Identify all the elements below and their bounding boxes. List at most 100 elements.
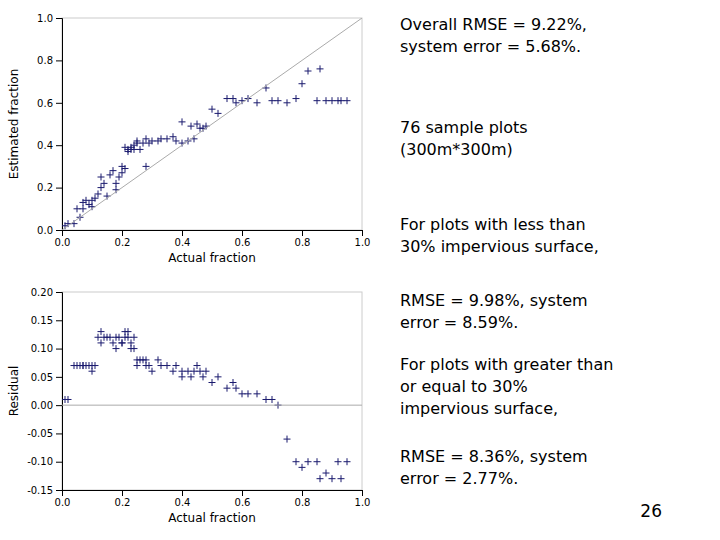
tick: 0.10	[31, 343, 62, 354]
point	[170, 133, 177, 140]
point	[155, 356, 162, 363]
tick-mark	[56, 18, 62, 19]
annotation-line: error = 2.77%.	[400, 469, 518, 488]
axis-line	[56, 19, 63, 231]
tick: 1.0	[355, 230, 371, 248]
tick-mark	[302, 490, 303, 496]
tick: -0.15	[27, 485, 62, 496]
tick-label: 0.0	[37, 225, 53, 236]
tick-label: 0.6	[235, 497, 251, 508]
tick-label: -0.05	[27, 428, 53, 439]
point	[122, 165, 129, 172]
reference-line	[62, 405, 362, 406]
point	[230, 379, 237, 386]
annotation-line: For plots with greater than	[400, 355, 613, 374]
annotation-line: 26	[640, 501, 662, 521]
tick-label: 0.20	[31, 287, 53, 298]
y-axis-title: Estimated fraction	[7, 69, 21, 180]
tick-mark	[302, 230, 303, 236]
annotation: For plots with greater than or equal to 3…	[400, 355, 613, 419]
point	[92, 195, 99, 202]
point	[185, 368, 192, 375]
tick-label: 0.2	[37, 182, 53, 193]
point	[317, 65, 324, 72]
axis: 0.00.20.40.60.81.0	[37, 13, 62, 236]
annotation-line: error = 8.59%.	[400, 313, 518, 332]
annotation-line: 76 sample plots	[400, 118, 528, 137]
point	[215, 373, 222, 380]
point	[197, 368, 204, 375]
x-axis-title: Actual fraction	[168, 511, 256, 525]
point	[188, 123, 195, 130]
point	[149, 368, 156, 375]
point	[65, 396, 72, 403]
annotation-line: RMSE = 9.98%, system	[400, 291, 588, 310]
annotation: For plots with less than30% impervious s…	[400, 215, 599, 256]
slide-number: 26	[640, 501, 662, 521]
point	[116, 174, 123, 181]
point	[119, 169, 126, 176]
point	[137, 146, 144, 153]
x-axis-title: Actual fraction	[168, 251, 256, 265]
point	[119, 339, 126, 346]
tick-label: 0.0	[55, 497, 71, 508]
tick-mark	[362, 230, 363, 236]
point	[299, 464, 306, 471]
annotation: 76 sample plots(300m*300m)	[400, 118, 528, 159]
tick: 0.2	[37, 182, 62, 193]
point	[209, 106, 216, 113]
point	[254, 390, 261, 397]
marks	[62, 18, 362, 230]
plot-area	[62, 292, 362, 490]
tick-mark	[242, 230, 243, 236]
point	[107, 171, 114, 178]
point	[305, 458, 312, 465]
figure: 0.00.20.40.60.81.00.00.20.40.60.81.0Actu…	[0, 0, 720, 540]
tick-label: 0.0	[55, 237, 71, 248]
point	[131, 345, 138, 352]
point	[107, 334, 114, 341]
tick-label: 0.2	[115, 237, 131, 248]
point	[110, 167, 117, 174]
tick: 0.4	[175, 230, 191, 248]
tick-label: 0.4	[37, 140, 53, 151]
tick-label: 0.6	[37, 98, 53, 109]
tick-mark	[56, 145, 62, 146]
point	[239, 390, 246, 397]
point	[164, 362, 171, 369]
point	[215, 110, 222, 117]
point	[254, 99, 261, 106]
point	[134, 137, 141, 144]
tick-label: -0.10	[27, 456, 53, 467]
tick-label: 0.2	[115, 497, 131, 508]
point	[83, 197, 90, 204]
point	[284, 436, 291, 443]
point	[140, 140, 147, 147]
annotation: RMSE = 8.36%, systemerror = 2.77%.	[400, 447, 588, 488]
point	[224, 95, 231, 102]
point	[191, 368, 198, 375]
point	[344, 97, 351, 104]
point	[98, 174, 105, 181]
point	[284, 99, 291, 106]
point	[335, 458, 342, 465]
tick-mark	[56, 60, 62, 61]
point	[269, 396, 276, 403]
tick: -0.05	[27, 428, 62, 439]
annotation-line: or equal to 30%	[400, 377, 528, 396]
point	[158, 362, 165, 369]
tick: 0.8	[295, 490, 311, 508]
tick-label: 0.10	[31, 343, 53, 354]
tick-label: 0.4	[175, 237, 191, 248]
point	[230, 95, 237, 102]
point	[110, 339, 117, 346]
tick: 0.6	[235, 230, 251, 248]
tick: 0.4	[175, 490, 191, 508]
tick: -0.10	[27, 456, 62, 467]
point	[74, 205, 81, 212]
axis: 0.00.20.40.60.81.0	[55, 490, 371, 508]
point	[101, 180, 108, 187]
tick-mark	[56, 292, 62, 293]
axis-line	[63, 491, 363, 497]
tick: 0.20	[31, 287, 62, 298]
